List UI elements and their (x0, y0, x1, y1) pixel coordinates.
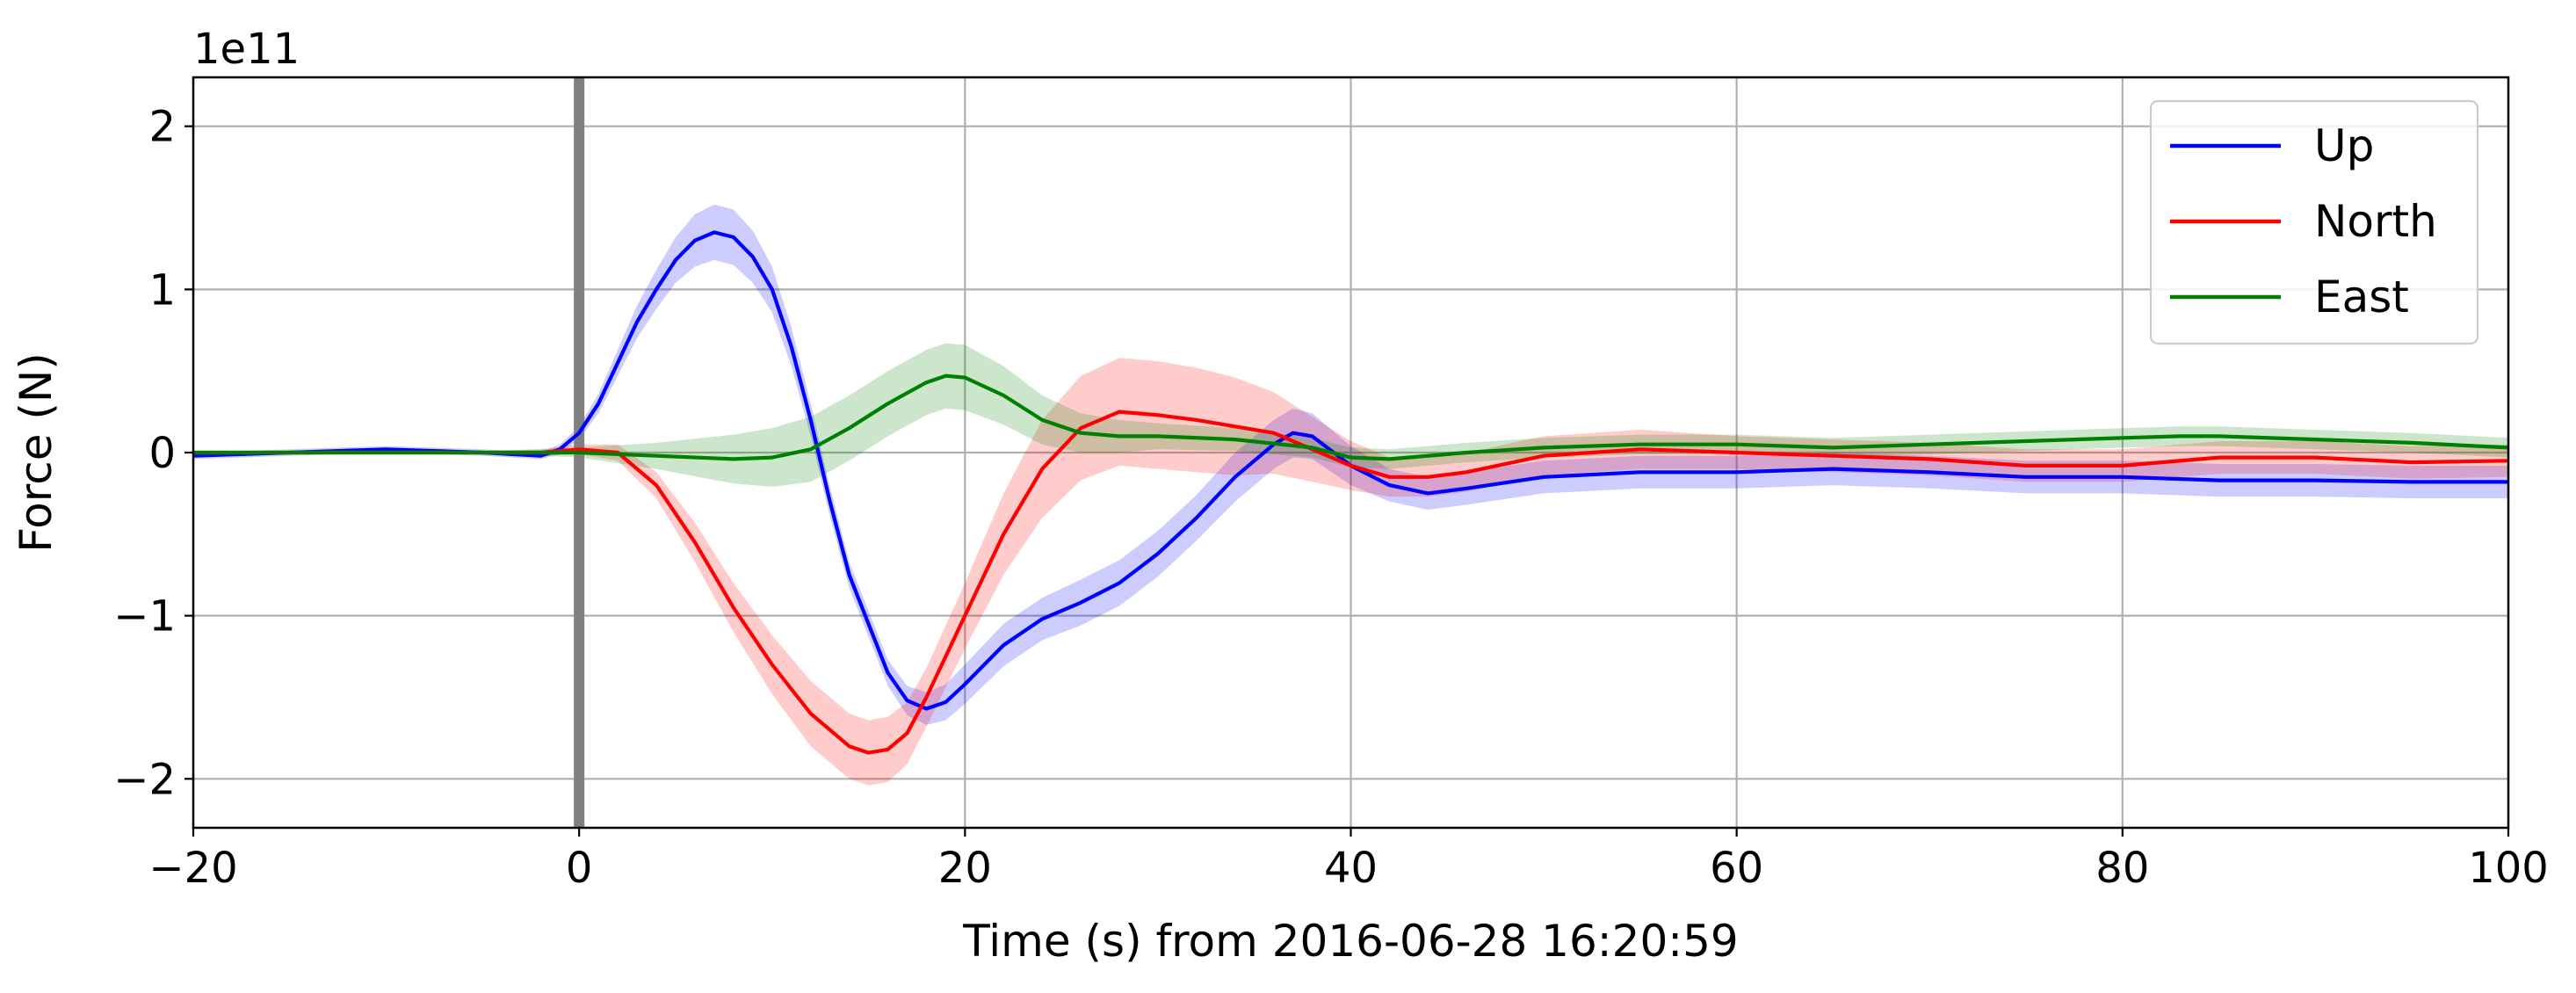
legend-label-east: East (2314, 272, 2409, 323)
north-uncertainty-band (193, 358, 2508, 786)
legend: Up North East (2149, 99, 2479, 345)
x-tick-label: −20 (148, 844, 237, 893)
y-tick-label: 0 (148, 429, 176, 478)
x-tick-label: 40 (1324, 844, 1378, 893)
y-tick-label: 1 (148, 265, 176, 315)
x-tick-label: 80 (2095, 844, 2149, 893)
y-tick-label: −2 (113, 755, 176, 804)
y-axis-label: Force (N) (11, 352, 62, 553)
x-tick-label: 20 (938, 844, 992, 893)
up-series-line (192, 230, 2508, 711)
x-axis-label: Time (s) from 2016-06-28 16:20:59 (962, 916, 1739, 967)
north-series-line (193, 410, 2509, 755)
line-layer (192, 230, 2509, 755)
tick-layer: −20 0 20 40 60 80 100 −2 −1 0 1 2 (113, 103, 2549, 893)
y-offset-label: 1e11 (193, 25, 300, 74)
east-uncertainty-band (193, 343, 2508, 487)
east-series-line (193, 373, 2509, 461)
x-tick-label: 0 (566, 844, 593, 893)
legend-label-up: Up (2314, 120, 2374, 171)
y-tick-label: −1 (113, 592, 176, 641)
y-tick-label: 2 (148, 103, 176, 152)
legend-label-north: North (2314, 196, 2437, 247)
legend-box (2149, 99, 2479, 345)
x-tick-label: 100 (2468, 844, 2549, 893)
x-tick-label: 60 (1710, 844, 1763, 893)
